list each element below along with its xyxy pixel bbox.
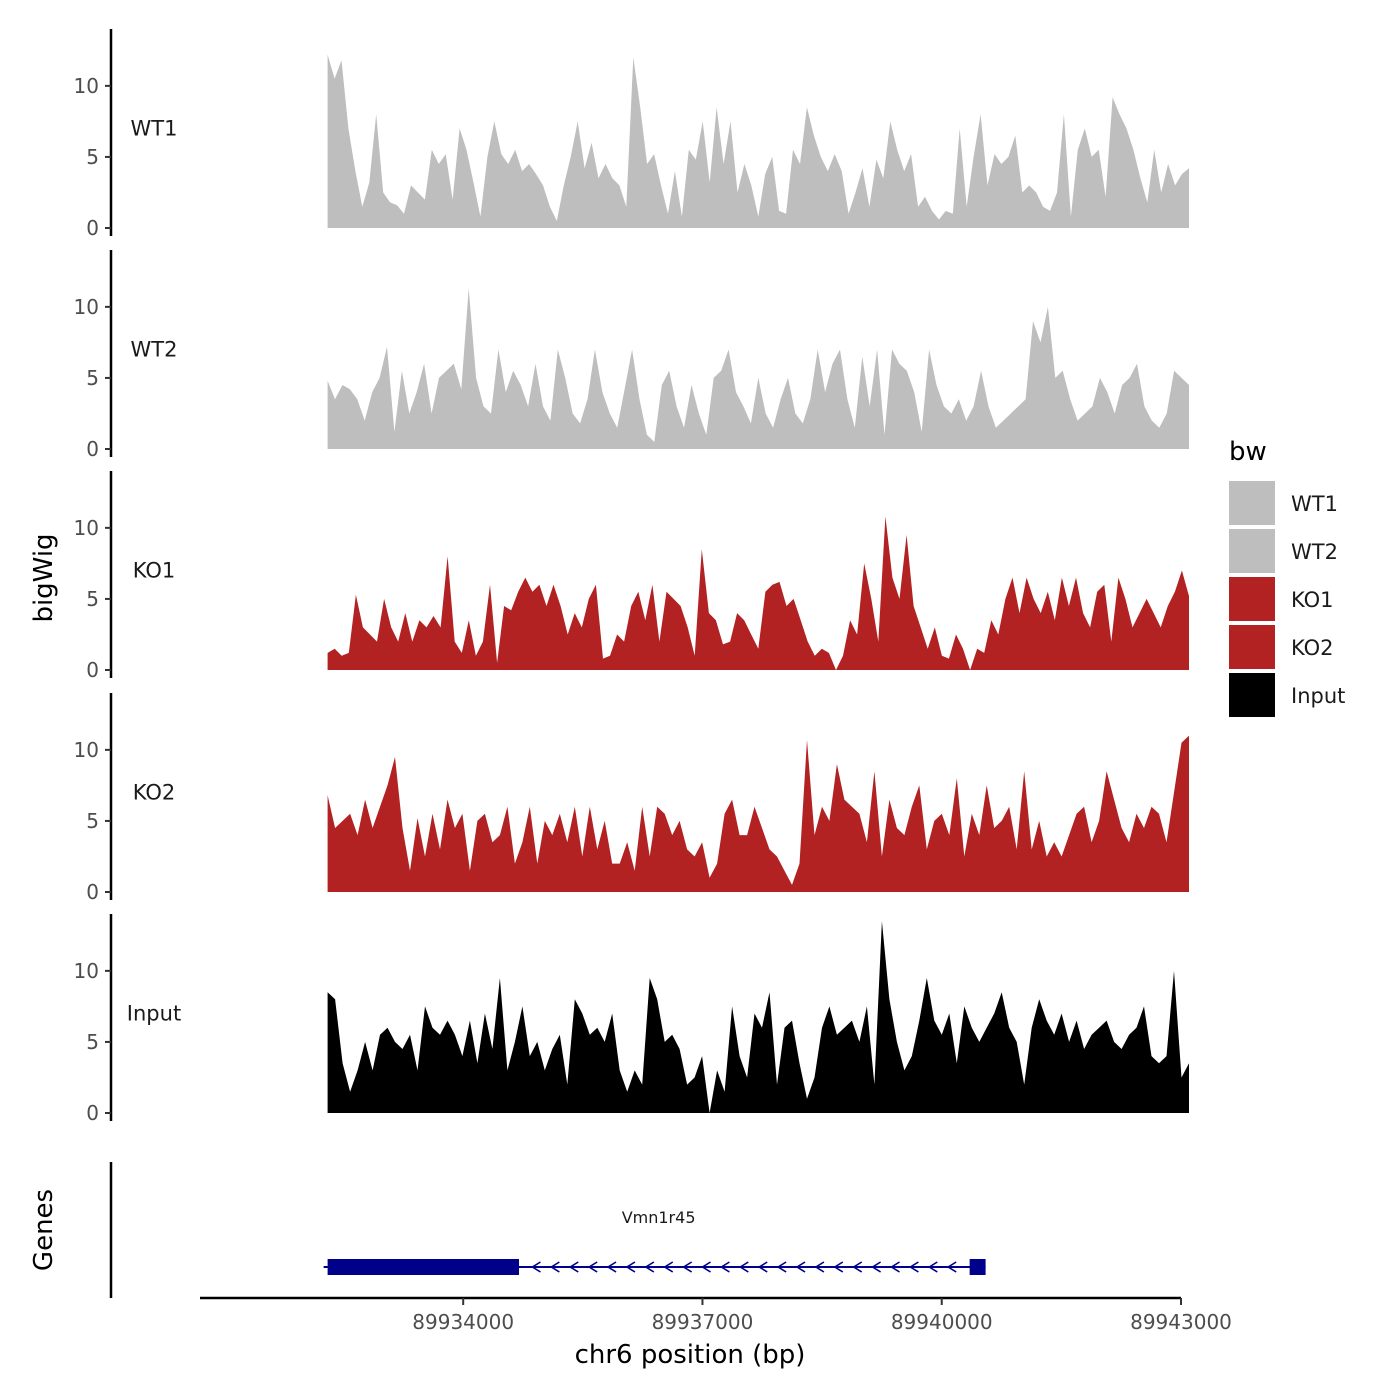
track-ko1: 0 5 10 KO1 (74, 471, 1190, 682)
coverage-area-input (327, 921, 1190, 1113)
y-tick-label: 0 (86, 437, 99, 461)
y-tick-label: 10 (74, 738, 99, 762)
legend-entries: WT1 WT2 KO1 KO2 Input (1229, 481, 1345, 717)
strand-arrow (682, 1261, 693, 1273)
coverage-area-ko1 (327, 516, 1190, 670)
coverage-area-ko2 (327, 735, 1190, 892)
y-tick-label: 10 (74, 959, 99, 983)
strand-arrow (663, 1261, 674, 1273)
strand-arrow (889, 1261, 900, 1273)
x-tick-label: 89943000 (1130, 1310, 1232, 1334)
track-wt2: 0 5 10 WT2 (74, 250, 1190, 461)
strand-arrow (927, 1261, 938, 1273)
strand-arrow (946, 1261, 957, 1273)
gene-label[interactable]: Vmn1r45 (622, 1208, 696, 1227)
y-tick-label: 0 (86, 880, 99, 904)
strand-arrow (814, 1261, 825, 1273)
strand-arrow (587, 1261, 598, 1273)
legend: bw WT1 WT2 KO1 KO2 Input (1229, 437, 1345, 717)
track-label-wt1: WT1 (131, 117, 178, 141)
legend-label-ko1: KO1 (1291, 588, 1334, 612)
y-tick-label: 10 (74, 295, 99, 319)
strand-arrow (908, 1261, 919, 1273)
track-label-ko2: KO2 (133, 781, 176, 805)
y-tick-label: 10 (74, 74, 99, 98)
strand-arrow (738, 1261, 749, 1273)
coverage-area-wt2 (327, 288, 1190, 449)
y-tick-label: 0 (86, 216, 99, 240)
strand-arrow (701, 1261, 711, 1273)
track-wt1: 0 5 10 WT1 (74, 29, 1190, 240)
strand-arrow (625, 1261, 636, 1273)
y-tick-label: 0 (86, 658, 99, 682)
legend-label-ko2: KO2 (1291, 636, 1334, 660)
coverage-area-wt1 (327, 54, 1190, 228)
x-tick-label: 89940000 (891, 1310, 993, 1334)
y-tick-label: 10 (74, 516, 99, 540)
strand-arrow (606, 1261, 617, 1273)
gene-exon (969, 1259, 986, 1275)
strand-arrow (530, 1261, 541, 1273)
coverage-tracks: 0 5 10 WT1 0 5 10 WT2 0 5 10 KO1 0 5 10 KO2 0 5 10 Input (74, 29, 1190, 1125)
strand-arrow (644, 1261, 655, 1273)
x-ticks: 89934000 89937000 89940000 89943000 (412, 1298, 1232, 1334)
y-tick-label: 0 (86, 1101, 99, 1125)
legend-label-wt2: WT2 (1291, 540, 1338, 564)
track-input: 0 5 10 Input (74, 914, 1190, 1125)
x-tick-label: 89934000 (412, 1310, 514, 1334)
x-tick-label: 89937000 (652, 1310, 754, 1334)
track-label-input: Input (127, 1002, 181, 1026)
gene-model-vmn1r45[interactable] (323, 1259, 986, 1275)
track-label-ko1: KO1 (133, 559, 176, 583)
legend-swatch-wt1 (1229, 481, 1275, 525)
strand-arrow (833, 1261, 844, 1273)
legend-swatch-ko2 (1229, 625, 1275, 669)
x-axis-title: chr6 position (bp) (575, 1340, 806, 1370)
legend-swatch-input (1229, 673, 1275, 717)
y-tick-label: 5 (86, 366, 99, 390)
y-tick-label: 5 (86, 145, 99, 169)
strand-arrow (719, 1261, 730, 1273)
gene-exon (327, 1259, 520, 1275)
y-tick-label: 5 (86, 587, 99, 611)
track-ko2: 0 5 10 KO2 (74, 693, 1190, 904)
legend-swatch-ko1 (1229, 577, 1275, 621)
strand-arrow (776, 1261, 787, 1273)
strand-arrow (871, 1261, 882, 1273)
track-label-wt2: WT2 (131, 338, 178, 362)
y-tick-label: 5 (86, 1030, 99, 1054)
legend-label-input: Input (1291, 684, 1345, 708)
strand-arrow (549, 1261, 560, 1273)
legend-label-wt1: WT1 (1291, 492, 1338, 516)
gene-track: Genes Vmn1r45 (29, 1162, 986, 1298)
legend-title: bw (1229, 437, 1267, 467)
strand-arrow (568, 1261, 579, 1273)
strand-arrow (757, 1261, 768, 1273)
y-axis-title: bigWig (29, 533, 59, 622)
x-axis: 89934000 89937000 89940000 89943000 chr6 po… (200, 1296, 1232, 1370)
strand-arrow (852, 1261, 863, 1273)
y-tick-label: 5 (86, 809, 99, 833)
legend-swatch-wt2 (1229, 529, 1275, 573)
gene-track-label: Genes (29, 1189, 59, 1271)
strand-arrow (795, 1261, 806, 1273)
